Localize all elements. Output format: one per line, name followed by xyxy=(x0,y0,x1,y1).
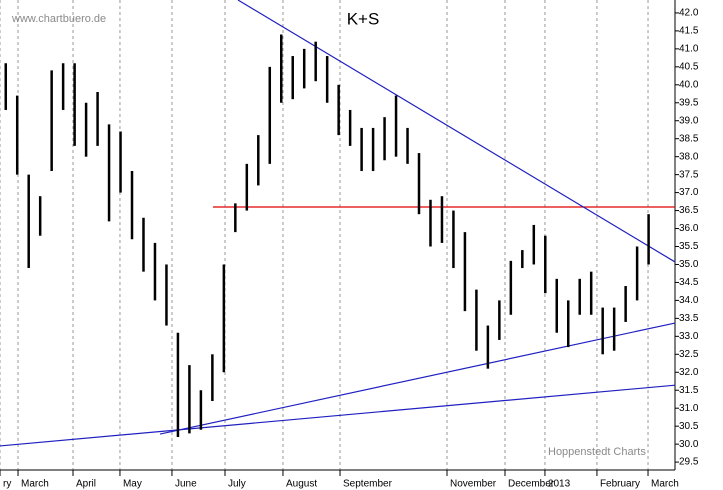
y-tick-label: 39.5 xyxy=(679,97,699,108)
y-tick-label: 33.0 xyxy=(679,331,699,342)
x-tick-label: June xyxy=(175,479,197,490)
y-tick-label: 32.5 xyxy=(679,349,699,360)
y-tick-label: 32.0 xyxy=(679,367,699,378)
trend-line xyxy=(0,384,676,447)
x-tick-label: September xyxy=(343,479,393,490)
x-tick-label: March xyxy=(651,479,679,490)
y-tick-label: 34.5 xyxy=(679,277,699,288)
y-tick-label: 41.5 xyxy=(679,26,699,37)
y-tick-label: 38.0 xyxy=(679,151,699,162)
x-tick-label: July xyxy=(228,479,246,490)
chart-title: K+S xyxy=(347,9,380,28)
y-tick-label: 31.0 xyxy=(679,403,699,414)
y-tick-label: 40.0 xyxy=(679,79,699,90)
x-tick-label: February xyxy=(600,479,640,490)
y-tick-label: 34.0 xyxy=(679,295,699,306)
x-tick-label: May xyxy=(123,479,142,490)
x-tick-label: December xyxy=(508,479,555,490)
y-tick-label: 33.5 xyxy=(679,313,699,324)
y-tick-label: 36.0 xyxy=(679,223,699,234)
y-tick-label: 30.0 xyxy=(679,439,699,450)
x-tick-label: April xyxy=(76,479,96,490)
y-tick-label: 30.5 xyxy=(679,421,699,432)
y-tick-label: 38.5 xyxy=(679,133,699,144)
x-tick-label: March xyxy=(21,479,49,490)
watermark: www.chartbuero.de xyxy=(11,13,106,25)
y-tick-label: 42.0 xyxy=(679,8,699,19)
x-tick-label: November xyxy=(450,479,497,490)
trend-line xyxy=(159,322,676,435)
x-tick-label: 2013 xyxy=(548,479,571,490)
y-tick-label: 29.5 xyxy=(679,457,699,468)
y-tick-label: 39.0 xyxy=(679,115,699,126)
x-tick-label: August xyxy=(286,479,317,490)
y-tick-label: 37.5 xyxy=(679,169,699,180)
y-tick-label: 36.5 xyxy=(679,205,699,216)
y-tick-label: 37.0 xyxy=(679,187,699,198)
y-tick-label: 35.0 xyxy=(679,259,699,270)
y-tick-label: 35.5 xyxy=(679,241,699,252)
y-tick-label: 41.0 xyxy=(679,44,699,55)
y-tick-label: 31.5 xyxy=(679,385,699,396)
x-tick-label: ry xyxy=(3,479,11,490)
y-tick-label: 40.5 xyxy=(679,61,699,72)
trend-line xyxy=(237,0,676,263)
